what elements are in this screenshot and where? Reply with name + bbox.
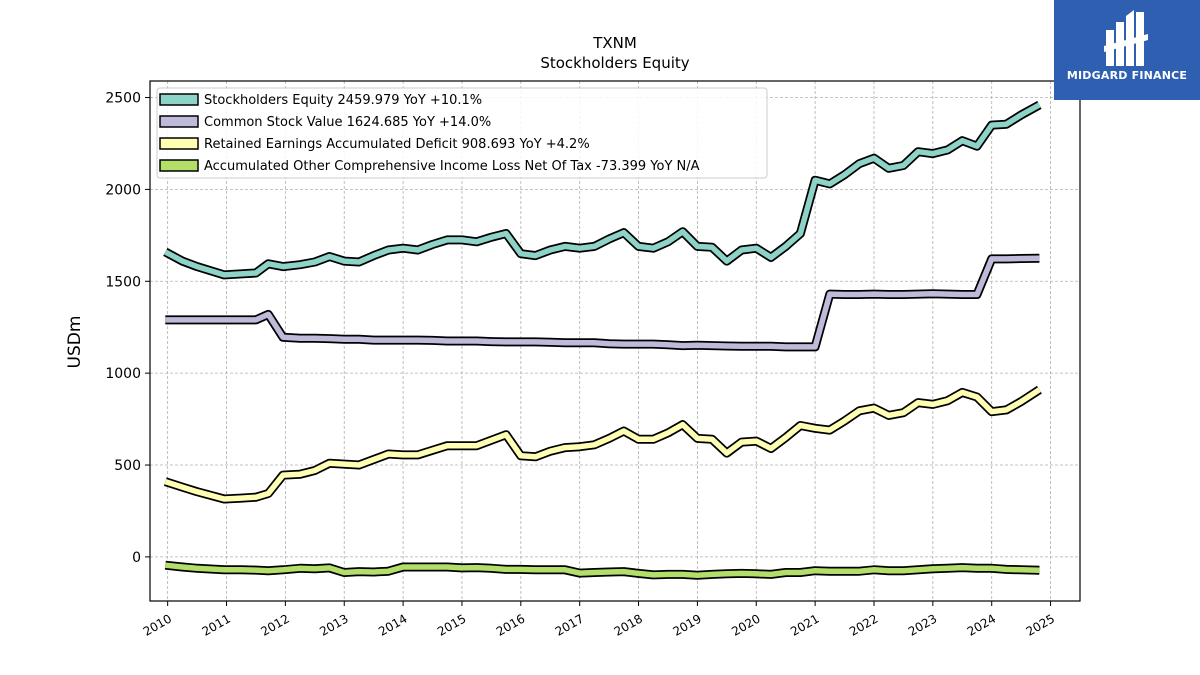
y-tick-label: 0 — [132, 550, 141, 566]
legend-label-0: Stockholders Equity 2459.979 YoY +10.1% — [204, 93, 482, 108]
brand-logo: MIDGARD FINANCE — [1054, 0, 1200, 100]
midgard-logo-icon — [1104, 10, 1148, 66]
legend-swatch-3 — [159, 159, 199, 172]
legend-swatch-1 — [159, 115, 199, 128]
brand-name: MIDGARD FINANCE — [1066, 69, 1188, 82]
chart-subtitle: Stockholders Equity — [540, 54, 689, 72]
series-lines — [163, 100, 1042, 580]
series-line-3 — [165, 562, 1040, 579]
y-tick-label: 1500 — [105, 274, 141, 290]
y-axis-label: USDm — [65, 316, 85, 369]
y-tick-label: 1000 — [105, 366, 141, 382]
legend-label-2: Retained Earnings Accumulated Deficit 90… — [204, 137, 590, 152]
y-tick-label: 2500 — [105, 91, 141, 107]
y-tick-label: 2000 — [105, 182, 141, 198]
legend-swatch-0 — [159, 93, 199, 106]
legend-box — [156, 87, 768, 179]
series-line-0 — [163, 102, 1041, 278]
legend-label-3: Accumulated Other Comprehensive Income L… — [204, 159, 700, 174]
plot-frame — [149, 80, 1081, 602]
legend-label-1: Common Stock Value 1624.685 YoY +14.0% — [204, 115, 491, 130]
legend-swatch-2 — [159, 137, 199, 150]
legend: Stockholders Equity 2459.979 YoY +10.1% C… — [156, 87, 768, 179]
series-line-2 — [164, 387, 1041, 502]
series-line-1 — [165, 255, 1040, 350]
chart-title: TXNM — [592, 34, 637, 52]
y-tick-label: 500 — [114, 458, 141, 474]
